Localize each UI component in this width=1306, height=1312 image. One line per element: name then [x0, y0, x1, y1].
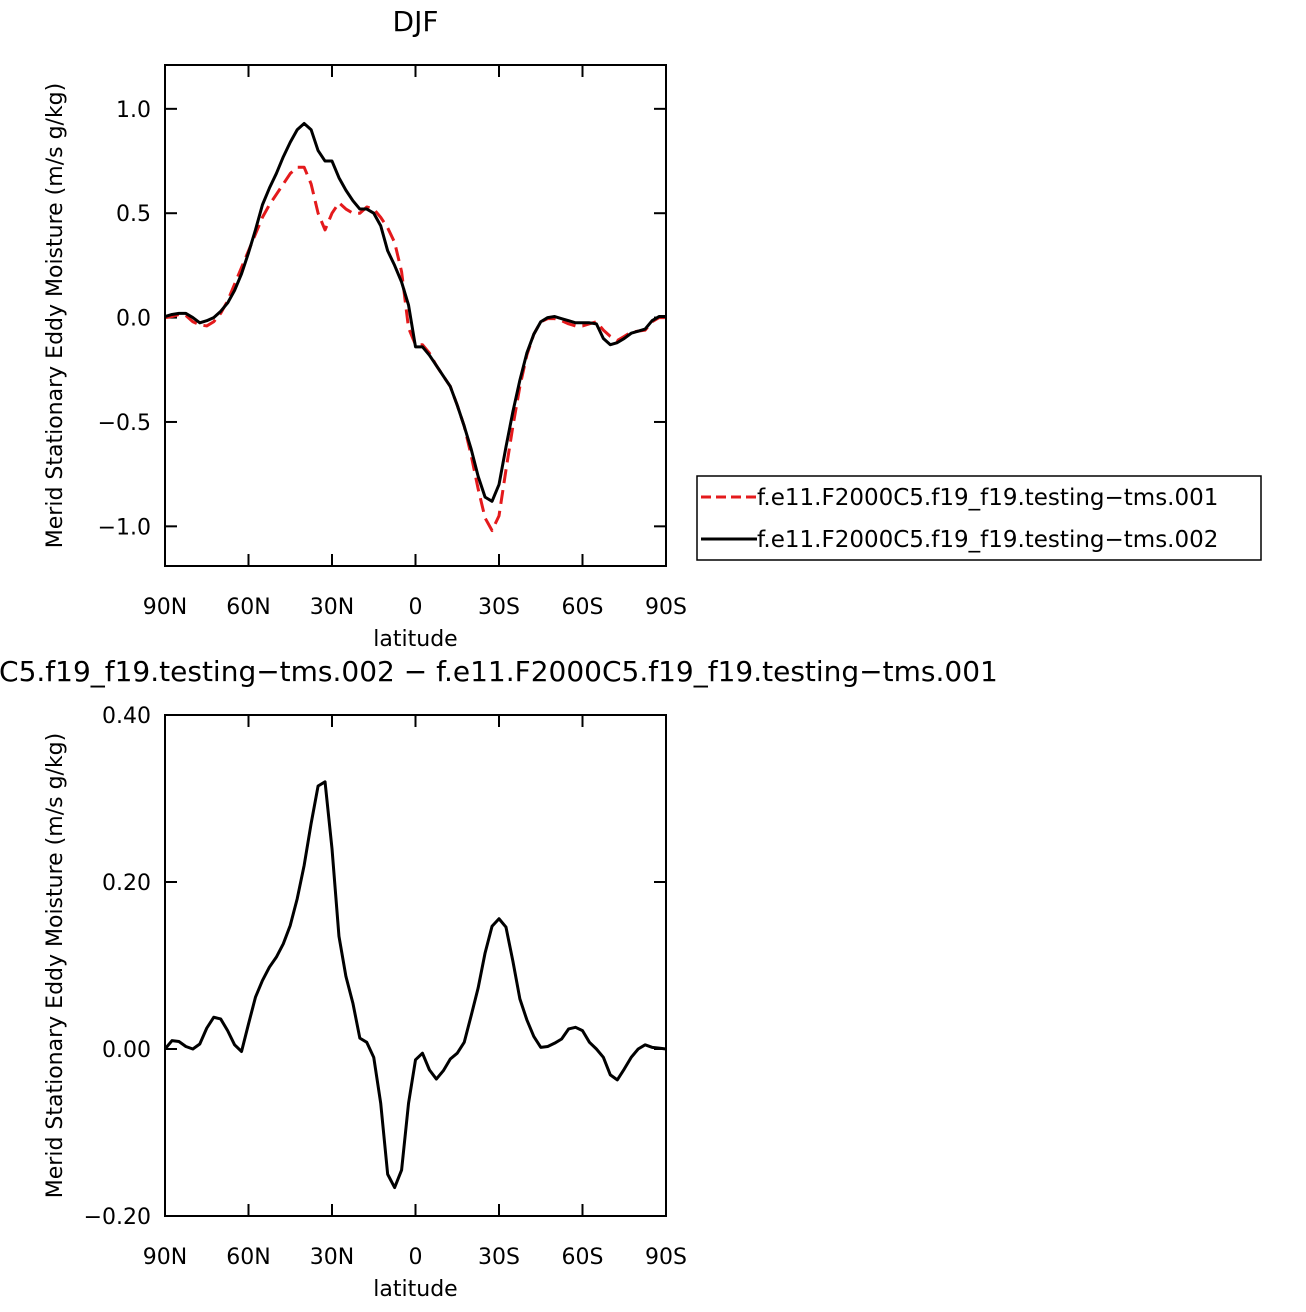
- x-tick-label: 90S: [645, 1245, 687, 1270]
- plot-frame: [164, 714, 667, 1217]
- x-tick-label: 90S: [645, 595, 687, 620]
- data-line: [164, 165, 666, 533]
- x-tick-label: 60N: [226, 1245, 270, 1270]
- y-tick-label: 0.20: [102, 871, 151, 896]
- y-tick-label: −0.20: [84, 1205, 151, 1230]
- y-tick-label: −1.0: [98, 515, 151, 540]
- x-tick-label: 60S: [562, 595, 604, 620]
- x-axis-label: latitude: [373, 627, 457, 652]
- x-tick-label: 30N: [310, 1245, 354, 1270]
- data-line: [164, 121, 666, 503]
- y-axis-label: Merid Stationary Eddy Moisture (m/s g/kg…: [43, 733, 68, 1198]
- chart-title: DJF: [393, 5, 439, 38]
- y-tick-label: −0.5: [98, 411, 151, 436]
- legend: f.e11.F2000C5.f19_f19.testing−tms.001 f.e…: [696, 475, 1262, 561]
- x-tick-label: 30N: [310, 595, 354, 620]
- x-tick-label: 30S: [478, 595, 520, 620]
- chart-title: f.e11.F2000C5.f19_f19.testing−tms.002 − …: [0, 655, 998, 688]
- legend-label: f.e11.F2000C5.f19_f19.testing−tms.002: [757, 527, 1218, 553]
- legend-box: [696, 475, 1262, 561]
- x-tick-label: 90N: [143, 1245, 187, 1270]
- y-tick-label: 0.00: [102, 1038, 151, 1063]
- legend-label: f.e11.F2000C5.f19_f19.testing−tms.001: [757, 485, 1218, 511]
- x-tick-label: 90N: [143, 595, 187, 620]
- y-axis-label: Merid Stationary Eddy Moisture (m/s g/kg…: [43, 83, 68, 548]
- plot-frame: [164, 64, 667, 567]
- x-tick-label: 0: [409, 595, 423, 620]
- x-tick-label: 30S: [478, 1245, 520, 1270]
- x-tick-label: 0: [409, 1245, 423, 1270]
- y-tick-label: 1.0: [116, 98, 151, 123]
- x-tick-label: 60S: [562, 1245, 604, 1270]
- x-tick-label: 60N: [226, 595, 270, 620]
- x-axis-label: latitude: [373, 1277, 457, 1302]
- y-tick-label: 0.5: [116, 202, 151, 227]
- data-line: [163, 780, 667, 1190]
- y-tick-label: 0.40: [102, 704, 151, 729]
- y-tick-label: 0.0: [116, 307, 151, 332]
